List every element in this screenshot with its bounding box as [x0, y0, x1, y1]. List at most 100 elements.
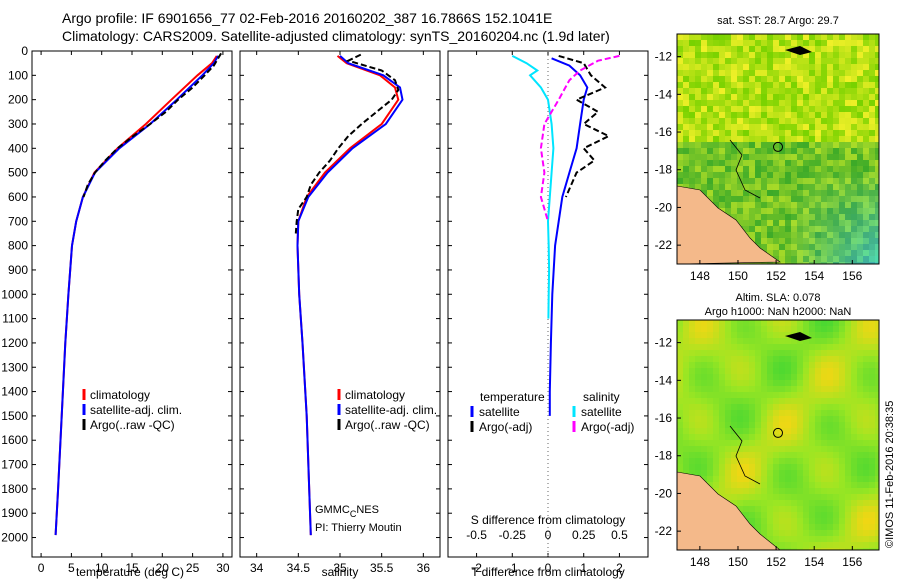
sla-cell: [779, 386, 785, 392]
sst-cell: [713, 94, 719, 100]
sla-cell: [809, 470, 815, 476]
sla-cell: [719, 428, 725, 434]
sla-cell: [797, 518, 803, 524]
sst-cell: [725, 208, 731, 214]
sla-cell: [749, 320, 755, 326]
sla-cell: [713, 488, 719, 494]
sst-cell: [827, 40, 833, 46]
sst-cell: [845, 88, 851, 94]
sst-cell: [707, 82, 713, 88]
sla-cell: [773, 440, 779, 446]
sst-cell: [761, 88, 767, 94]
sst-cell: [845, 124, 851, 130]
y-tick-label: 1800: [1, 482, 28, 496]
sla-cell: [857, 434, 863, 440]
sla-cell: [851, 368, 857, 374]
sla-cell: [809, 368, 815, 374]
sst-cell: [689, 184, 695, 190]
sst-cell: [833, 34, 839, 40]
sla-cell: [821, 398, 827, 404]
sst-cell: [797, 250, 803, 256]
sst-cell: [821, 166, 827, 172]
sst-cell: [755, 238, 761, 244]
sst-cell: [761, 172, 767, 178]
sla-cell: [725, 482, 731, 488]
sst-cell: [767, 226, 773, 232]
sst-cell: [791, 190, 797, 196]
sla-cell: [797, 494, 803, 500]
sst-cell: [797, 88, 803, 94]
sla-map-panel: Altim. SLA: 0.078 Argo h1000: NaN h2000:…: [655, 292, 880, 569]
sst-cell: [875, 214, 879, 220]
y-tick-label: 300: [8, 117, 28, 131]
sst-cell: [725, 52, 731, 58]
sst-cell: [875, 148, 879, 154]
sla-cell: [779, 464, 785, 470]
sst-cell: [731, 202, 737, 208]
sst-cell: [713, 160, 719, 166]
sla-cell: [791, 506, 797, 512]
sst-cell: [707, 118, 713, 124]
sla-cell: [809, 428, 815, 434]
sla-cell: [857, 482, 863, 488]
sla-cell: [875, 512, 879, 518]
sst-cell: [773, 112, 779, 118]
sla-cell: [749, 518, 755, 524]
salinity-x-label: salinity: [322, 565, 359, 579]
sst-cell: [803, 106, 809, 112]
sla-cell: [749, 440, 755, 446]
x-tick-label: 5: [68, 561, 75, 575]
sla-cell: [845, 446, 851, 452]
sla-cell: [749, 482, 755, 488]
sla-cell: [719, 410, 725, 416]
difference-series-line: [558, 54, 611, 198]
sla-cell: [857, 548, 863, 550]
sla-cell: [791, 542, 797, 548]
sst-cell: [875, 46, 879, 52]
sla-cell: [683, 362, 689, 368]
sla-cell: [803, 338, 809, 344]
sst-cell: [797, 136, 803, 142]
sst-cell: [863, 58, 869, 64]
sla-cell: [755, 512, 761, 518]
sst-cell: [767, 196, 773, 202]
sla-cell: [845, 350, 851, 356]
sla-cell: [797, 488, 803, 494]
map-y-tick-label: -22: [655, 524, 673, 538]
sla-cell: [833, 542, 839, 548]
sla-cell: [857, 530, 863, 536]
sst-cell: [761, 118, 767, 124]
sst-cell: [749, 100, 755, 106]
sla-cell: [701, 356, 707, 362]
sla-cell: [725, 404, 731, 410]
sst-cell: [857, 142, 863, 148]
sst-cell: [845, 100, 851, 106]
sla-cell: [785, 422, 791, 428]
sla-cell: [755, 320, 761, 326]
sla-cell: [773, 530, 779, 536]
sst-cell: [851, 40, 857, 46]
sla-cell: [749, 326, 755, 332]
sst-cell: [869, 250, 875, 256]
sst-cell: [737, 82, 743, 88]
sst-cell: [695, 64, 701, 70]
sst-cell: [845, 226, 851, 232]
sst-cell: [743, 34, 749, 40]
sla-cell: [677, 362, 683, 368]
sla-cell: [869, 446, 875, 452]
sla-cell: [749, 386, 755, 392]
sla-cell: [833, 470, 839, 476]
sla-cell: [809, 374, 815, 380]
sla-cell: [833, 506, 839, 512]
sst-cell: [761, 34, 767, 40]
sla-cell: [761, 512, 767, 518]
sst-cell: [737, 160, 743, 166]
sst-cell: [737, 202, 743, 208]
sla-cell: [725, 464, 731, 470]
sla-cell: [737, 488, 743, 494]
sst-cell: [683, 52, 689, 58]
sla-cell: [755, 428, 761, 434]
sst-cell: [827, 124, 833, 130]
sla-cell: [827, 380, 833, 386]
sla-cell: [821, 482, 827, 488]
